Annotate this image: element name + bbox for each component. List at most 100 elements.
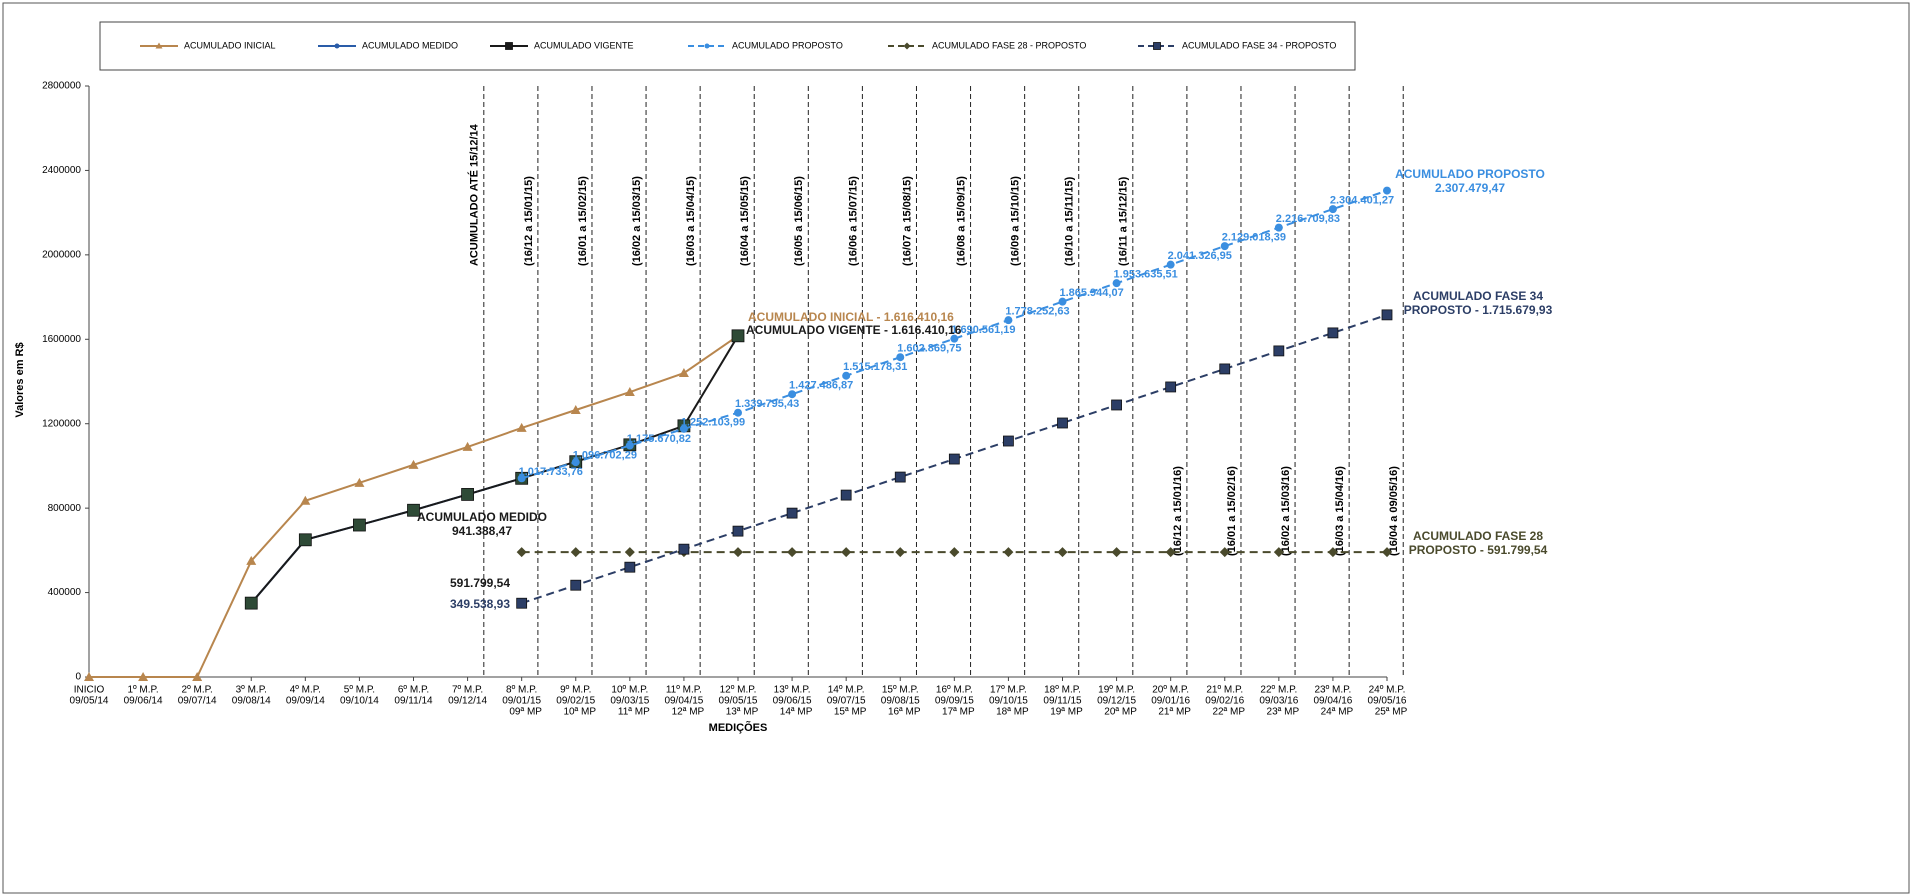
x-tick-label: 21º M.P.: [1206, 685, 1243, 696]
data-label: 1.690.561,19: [951, 324, 1015, 336]
x-tick-mp: 14ª MP: [780, 707, 813, 718]
annotation: 941.388,47: [452, 524, 512, 538]
x-tick-date: 09/02/15: [556, 696, 595, 707]
series-line: [521, 189, 1388, 480]
annotation: ACUMULADO VIGENTE - 1.616.410,16: [746, 323, 962, 337]
legend-marker: [505, 42, 513, 50]
x-tick-mp: 17ª MP: [942, 707, 975, 718]
marker: [678, 543, 690, 555]
x-tick-date: 09/03/15: [610, 696, 649, 707]
legend-marker: [334, 43, 340, 49]
annotation: PROPOSTO - 591.799,54: [1409, 543, 1548, 557]
x-tick-label: 15º M.P.: [882, 685, 919, 696]
legend-marker: [1153, 42, 1161, 50]
marker: [1219, 547, 1230, 558]
marker: [840, 489, 852, 501]
x-tick-label: 24º M.P.: [1369, 685, 1406, 696]
marker: [624, 387, 635, 397]
marker: [895, 547, 906, 558]
period-label: (16/04 a 15/05/15): [739, 176, 751, 266]
y-tick-label: 800000: [48, 503, 82, 514]
annotation: 591.799,54: [450, 576, 510, 590]
x-tick-mp: 24ª MP: [1321, 707, 1354, 718]
x-tick-label: 2º M.P.: [182, 685, 213, 696]
x-tick-date: 09/11/14: [394, 696, 433, 707]
period-label: (16/08 a 15/09/15): [955, 176, 967, 266]
x-tick-mp: 12ª MP: [672, 707, 705, 718]
x-tick-label: 16º M.P.: [936, 685, 973, 696]
marker: [786, 507, 798, 519]
legend-label: ACUMULADO MEDIDO: [362, 40, 458, 50]
marker: [1166, 260, 1175, 269]
x-tick-date: 09/01/15: [502, 696, 541, 707]
marker: [1004, 316, 1013, 325]
marker: [1003, 435, 1014, 447]
period-label: (16/12 a 15/01/15): [523, 176, 535, 266]
x-tick-label: 1º M.P.: [127, 685, 158, 696]
period-label: (16/02 a 15/03/15): [631, 176, 643, 266]
x-tick-label: 17º M.P.: [990, 685, 1027, 696]
marker: [407, 503, 420, 517]
data-label: 1.427.486,87: [789, 380, 853, 392]
annotation: ACUMULADO MEDIDO: [417, 510, 547, 524]
x-tick-date: 09/06/14: [124, 696, 163, 707]
marker: [625, 441, 634, 450]
marker: [1219, 363, 1231, 375]
x-tick-label: 8º M.P.: [506, 685, 537, 696]
x-tick-date: 09/08/14: [232, 696, 271, 707]
y-tick-label: 2400000: [42, 165, 81, 176]
annotation: 2.307.479,47: [1435, 181, 1505, 195]
x-tick-date: 09/05/16: [1368, 696, 1407, 707]
marker: [1057, 547, 1068, 558]
marker: [570, 579, 582, 591]
annotation: ACUMULADO FASE 28: [1413, 529, 1543, 543]
marker: [732, 525, 744, 537]
marker: [244, 596, 258, 610]
x-tick-mp: 25ª MP: [1375, 707, 1408, 718]
marker: [138, 672, 149, 681]
x-tick-mp: 10ª MP: [563, 707, 596, 718]
x-tick-label: 5º M.P.: [344, 685, 375, 696]
x-tick-date: 09/12/14: [448, 696, 487, 707]
marker: [734, 408, 742, 417]
marker: [461, 488, 474, 501]
x-tick-label: 11º M.P.: [666, 685, 702, 696]
marker: [624, 561, 636, 573]
x-tick-date: 09/05/14: [70, 696, 109, 707]
marker: [1328, 205, 1337, 214]
period-label: (16/10 a 15/11/15): [1064, 176, 1076, 266]
y-tick-label: 2800000: [42, 81, 81, 92]
x-tick-label: 4º M.P.: [290, 685, 321, 696]
legend-marker: [155, 42, 163, 49]
x-tick-date: 09/09/14: [286, 696, 325, 707]
legend-label: ACUMULADO VIGENTE: [534, 40, 634, 50]
period-label: (16/07 a 15/08/15): [901, 176, 913, 266]
x-tick-label: 3º M.P.: [236, 685, 267, 696]
legend-marker: [903, 42, 911, 50]
x-tick-date: 09/02/16: [1205, 696, 1244, 707]
marker: [731, 329, 745, 343]
x-tick-mp: 20ª MP: [1104, 707, 1137, 718]
x-axis-label: MEDIÇÕES: [709, 721, 768, 734]
x-tick-date: 09/07/14: [178, 696, 217, 707]
period-label: (16/03 a 15/04/16): [1334, 466, 1346, 556]
y-tick-label: 0: [75, 672, 81, 683]
x-tick-mp: 13ª MP: [726, 707, 759, 718]
x-tick-label: 19º M.P.: [1098, 685, 1135, 696]
marker: [298, 533, 312, 547]
period-label: (16/11 a 15/12/15): [1118, 176, 1130, 266]
x-tick-mp: 11ª MP: [618, 707, 650, 718]
marker: [949, 547, 960, 558]
marker: [679, 424, 688, 433]
marker: [462, 441, 473, 451]
legend-label: ACUMULADO FASE 34 - PROPOSTO: [1182, 40, 1336, 50]
data-label: 1.339.795,43: [735, 398, 799, 410]
x-tick-label: INICIO: [74, 685, 105, 696]
marker: [300, 495, 311, 505]
marker: [1327, 327, 1339, 339]
marker: [246, 555, 257, 565]
x-tick-label: 7º M.P.: [452, 685, 483, 696]
marker: [1381, 309, 1393, 321]
